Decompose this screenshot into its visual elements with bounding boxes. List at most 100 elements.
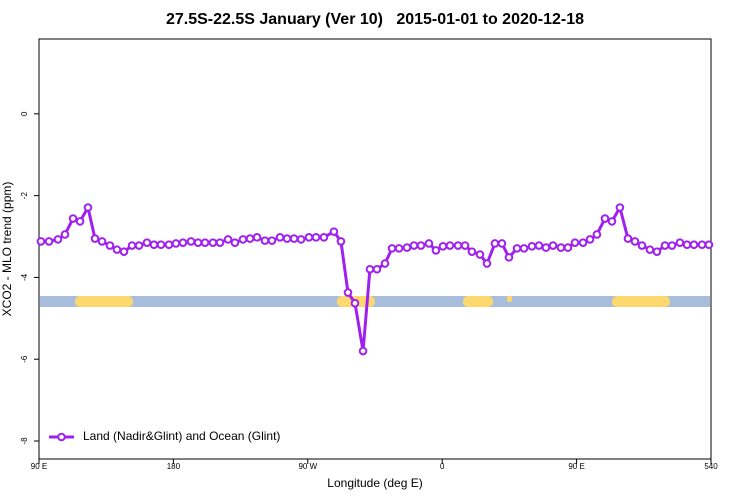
data-point	[660, 241, 670, 250]
data-point	[75, 217, 85, 226]
series-line	[40, 205, 709, 353]
data-point	[238, 235, 248, 244]
data-point	[548, 241, 558, 250]
data-point	[296, 235, 306, 244]
legend-label: Land (Nadir&Glint) and Ocean (Glint)	[83, 429, 280, 443]
data-point	[416, 241, 426, 250]
data-point	[497, 239, 507, 248]
data-point	[208, 238, 218, 247]
x-tick-label: 0	[440, 462, 445, 471]
data-point	[519, 244, 529, 253]
plot-frame	[38, 38, 712, 460]
data-point	[134, 241, 144, 250]
data-point	[475, 250, 485, 259]
data-point	[637, 241, 647, 250]
land-patch	[75, 296, 133, 307]
data-point	[387, 244, 397, 253]
data-point	[97, 237, 107, 246]
data-point	[282, 234, 292, 243]
data-point	[252, 233, 262, 242]
data-point	[615, 203, 625, 212]
data-point	[275, 233, 285, 242]
data-point	[380, 259, 390, 268]
data-point	[652, 247, 662, 256]
data-point	[689, 240, 699, 250]
data-point	[431, 246, 441, 255]
data-point	[164, 240, 174, 250]
data-point	[563, 243, 573, 252]
land-patch	[612, 296, 670, 307]
data-point	[556, 243, 566, 252]
data-point	[460, 241, 470, 250]
x-tick-label: 90 E	[568, 462, 584, 471]
data-point	[171, 239, 181, 248]
data-point	[311, 233, 321, 242]
data-point	[343, 288, 353, 297]
y-tick-label: 0	[20, 111, 29, 116]
data-point	[142, 238, 152, 247]
x-tick-label: 90 E	[31, 462, 47, 471]
data-point	[704, 240, 714, 250]
data-point	[578, 238, 588, 247]
data-point	[90, 234, 100, 243]
data-point	[304, 233, 314, 242]
data-point	[467, 247, 477, 256]
land-patch	[507, 296, 512, 302]
data-point	[607, 217, 617, 226]
data-point	[504, 253, 514, 262]
data-point	[289, 234, 299, 243]
data-point	[200, 238, 210, 247]
data-point	[527, 242, 537, 251]
data-point	[193, 238, 203, 247]
data-point	[512, 244, 522, 253]
data-point	[127, 241, 137, 250]
data-point	[394, 244, 404, 253]
data-point	[372, 264, 382, 274]
surface-band	[40, 296, 710, 307]
data-point	[156, 240, 166, 250]
x-tick-label: 180	[167, 462, 181, 471]
data-point	[570, 238, 580, 247]
data-point	[60, 230, 70, 239]
land-patch	[463, 296, 493, 307]
data-point	[402, 243, 412, 252]
data-point	[336, 237, 346, 246]
data-point	[267, 236, 277, 245]
x-tick-label: 540	[704, 462, 718, 471]
data-point	[600, 214, 610, 223]
y-tick-label: -4	[20, 273, 29, 281]
y-axis-label: XCO2 - MLO trend (ppm)	[0, 182, 14, 317]
data-point	[223, 235, 233, 244]
x-axis-label: Longitude (deg E)	[327, 476, 422, 490]
data-point	[215, 238, 225, 247]
y-tick-label: -8	[20, 437, 29, 445]
data-point	[329, 227, 339, 236]
data-point	[112, 245, 122, 254]
data-point	[358, 346, 368, 356]
data-point	[592, 230, 602, 239]
data-point	[230, 238, 240, 247]
data-point	[105, 241, 115, 250]
data-point	[490, 239, 500, 248]
data-point	[350, 298, 360, 308]
data-point	[149, 240, 159, 250]
chart-title: 27.5S-22.5S January (Ver 10) 2015-01-01 …	[166, 11, 584, 28]
data-point	[68, 214, 78, 223]
data-point	[675, 238, 685, 247]
data-point	[83, 203, 93, 212]
data-point	[186, 237, 196, 246]
data-point	[534, 241, 544, 250]
data-point	[623, 234, 633, 243]
data-point	[453, 241, 463, 250]
y-tick-label: -6	[20, 355, 29, 363]
data-point	[36, 237, 46, 246]
data-point	[44, 237, 54, 246]
data-point	[645, 245, 655, 254]
x-tick-label: 90 W	[298, 462, 317, 471]
data-point	[682, 240, 692, 250]
data-point	[119, 247, 129, 256]
data-point	[424, 239, 434, 248]
data-point	[319, 233, 329, 242]
data-point	[482, 259, 492, 268]
data-point	[365, 264, 375, 274]
